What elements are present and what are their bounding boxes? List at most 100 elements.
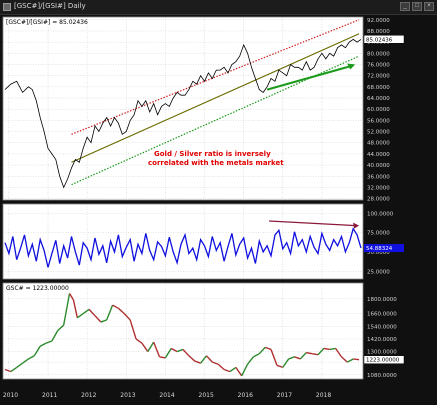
gold-segment (141, 342, 149, 352)
y-axes: 92.000088.000084.000080.000076.000072.00… (367, 18, 397, 379)
maximize-button[interactable]: □ (412, 2, 422, 11)
gold-segment (72, 299, 79, 318)
gold-segment (258, 346, 266, 355)
gold-segment (353, 358, 360, 361)
y-tick-label: 40.0000 (367, 163, 390, 169)
gold-segment (135, 338, 143, 344)
y-tick-label: 28.0000 (367, 197, 390, 203)
gold-segment (335, 348, 343, 358)
gold-segment (200, 355, 208, 364)
grid (3, 17, 363, 379)
x-tick-label: 2013 (120, 392, 135, 399)
gold-segment (212, 361, 219, 365)
gold-segment (10, 366, 18, 373)
ratio-legend: [GSC#]/[GSI#] = 85.02436 (6, 19, 88, 26)
upper-channel-line (71, 19, 360, 135)
gold-segment (62, 293, 71, 326)
annotation-line-2: correlated with the metals market (148, 159, 284, 167)
oscillator-last-value: 54.88324 (366, 246, 393, 252)
gold-segment (306, 351, 313, 355)
middle-channel-line (71, 33, 360, 163)
gold-segment (288, 356, 295, 360)
gold-legend: GSC# = 1223.00000 (6, 285, 69, 292)
gold-segment (94, 315, 102, 323)
x-tick-label: 2010 (3, 392, 18, 399)
y-tick-label: 1420.0000 (367, 337, 397, 343)
gold-segment (164, 348, 172, 359)
gold-segment (176, 348, 184, 353)
ratio-last-value: 85.02436 (366, 37, 393, 43)
gold-segment (229, 366, 237, 373)
trend-head (353, 222, 360, 229)
gold-segment (317, 347, 325, 356)
y-tick-label: 52.0000 (367, 130, 390, 136)
y-tick-label: 64.0000 (367, 96, 390, 102)
x-tick-label: 2015 (199, 392, 214, 399)
gold-segment (112, 304, 119, 309)
gold-segment (88, 308, 96, 317)
gold-segment (153, 341, 161, 358)
gold-segment (323, 347, 330, 351)
x-tick-label: 2018 (316, 392, 331, 399)
y-tick-label: 68.0000 (367, 85, 390, 91)
gold-segment (16, 362, 23, 368)
oscillator-downtrend-arrow (269, 220, 360, 229)
gold-segment (76, 313, 84, 319)
x-tick-label: 2014 (159, 392, 174, 399)
oscillator-series-line (4, 227, 362, 268)
y-tick-label: 32.0000 (367, 185, 390, 191)
minimize-button[interactable]: _ (400, 2, 410, 11)
y-tick-label: 25.0000 (367, 269, 390, 275)
gold-price-bars (4, 293, 360, 377)
gold-segment (270, 349, 278, 366)
trend-channels (71, 19, 360, 186)
gold-segment (129, 319, 137, 340)
gold-segment (312, 352, 319, 356)
ratio-last-value-tag: 85.02436 (363, 35, 405, 44)
gold-segment (347, 358, 354, 363)
x-axis: 2010 2011 2012 2013 2014 2015 2016 2017 2018 (3, 392, 331, 399)
gold-segment (329, 347, 336, 351)
gold-segment (117, 307, 125, 315)
gold-segment (194, 360, 201, 364)
title-bar: [GSC#]/[GSI#] Daily _ □ × (0, 0, 437, 15)
gold-segment (57, 324, 65, 331)
gold-segment (39, 342, 47, 347)
gold-segment (299, 352, 307, 360)
y-tick-label: 48.0000 (367, 141, 390, 147)
gold-segment (264, 346, 272, 351)
x-tick-label: 2011 (42, 392, 57, 399)
y-tick-label: 60.0000 (367, 107, 390, 113)
y-tick-label: 1300.0000 (367, 350, 397, 356)
y-tick-label: 50.0000 (367, 250, 390, 256)
y-tick-label: 72.0000 (367, 74, 390, 80)
gold-segment (294, 356, 301, 360)
gold-segment (106, 304, 114, 321)
gold-segment (276, 364, 284, 369)
window-title: [GSC#]/[GSI#] Daily (14, 2, 86, 10)
y-tick-label: 44.0000 (367, 152, 390, 158)
y-tick-label: 80.0000 (367, 51, 390, 57)
gold-segment (159, 356, 166, 359)
y-tick-label: 36.0000 (367, 174, 390, 180)
ratio-series-line (4, 38, 362, 189)
gold-segment (170, 347, 178, 353)
gold-segment (51, 330, 59, 342)
gold-segment (45, 340, 53, 344)
gold-segment (28, 355, 35, 360)
gold-segment (147, 341, 155, 352)
x-tick-label: 2016 (238, 392, 253, 399)
gold-segment (123, 313, 131, 321)
gold-segment (188, 355, 196, 362)
gold-segment (205, 355, 213, 363)
arrow-shaft (266, 65, 352, 91)
green-uptrend-arrow (266, 63, 356, 91)
gold-segment (341, 356, 348, 363)
x-tick-label: 2017 (277, 392, 292, 399)
close-button[interactable]: × (424, 2, 434, 11)
ratio-panel (2, 16, 364, 201)
y-tick-label: 92.0000 (367, 18, 390, 24)
gold-last-value: 1223.00000 (366, 358, 400, 364)
gold-segment (235, 366, 243, 377)
